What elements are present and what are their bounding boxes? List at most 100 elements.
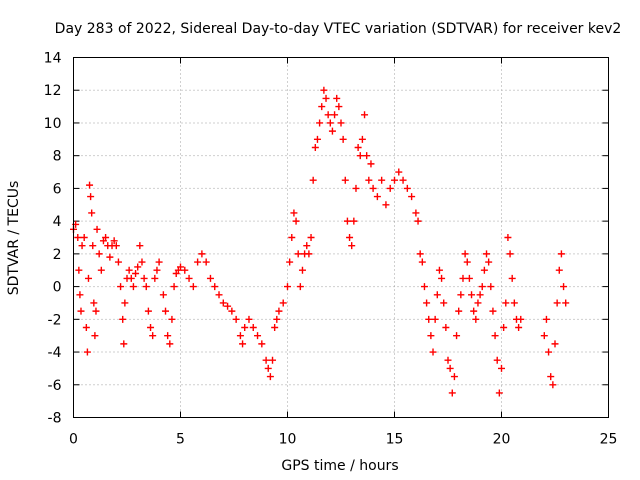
data-point	[76, 291, 84, 299]
x-tick-label: 5	[176, 432, 185, 448]
data-point	[206, 274, 214, 282]
y-tick-label: 12	[44, 83, 62, 99]
axis-ticks	[73, 57, 609, 418]
data-point	[147, 324, 155, 331]
data-point	[468, 291, 476, 299]
data-point	[92, 307, 100, 315]
data-point	[102, 234, 110, 241]
plot-frame	[73, 57, 609, 418]
data-point	[562, 299, 570, 307]
data-point	[498, 364, 505, 372]
y-tick-labels: -8 -6 -4 -2 0 2 4 6 8 10 12 14	[44, 51, 62, 427]
data-point	[476, 291, 484, 299]
data-point	[75, 266, 83, 274]
data-point	[91, 332, 99, 340]
data-point	[506, 250, 514, 258]
data-point	[127, 274, 135, 282]
data-point	[549, 381, 557, 389]
data-point	[266, 373, 274, 381]
data-point	[110, 237, 118, 245]
data-point	[448, 389, 456, 397]
data-point	[275, 307, 283, 315]
data-point	[453, 332, 461, 340]
data-point	[228, 307, 236, 315]
y-tick-label: 4	[53, 214, 62, 230]
data-point	[361, 111, 369, 119]
data-point	[189, 283, 197, 291]
data-point	[341, 176, 349, 184]
data-point	[88, 209, 96, 217]
data-point	[478, 283, 486, 291]
data-point	[399, 176, 407, 184]
data-point	[457, 291, 465, 299]
data-point	[284, 283, 291, 291]
data-point	[442, 324, 450, 331]
data-point	[358, 135, 366, 143]
data-point	[412, 209, 420, 217]
data-point	[487, 283, 495, 291]
data-point	[232, 315, 240, 323]
data-point	[367, 160, 375, 168]
x-axis-label: GPS time / hours	[281, 458, 398, 474]
data-point	[241, 324, 249, 331]
data-point	[136, 242, 144, 250]
data-point	[551, 340, 559, 348]
data-point	[313, 135, 321, 143]
data-point	[292, 217, 300, 225]
data-point	[369, 184, 377, 192]
x-tick-label: 15	[386, 432, 404, 448]
data-point	[211, 283, 219, 291]
data-point	[508, 274, 516, 282]
x-tick-labels: 0 5 10 15 20 25	[69, 432, 617, 448]
data-point	[363, 152, 371, 160]
data-point	[239, 340, 247, 348]
y-tick-label: 0	[53, 280, 62, 296]
y-tick-label: -6	[48, 378, 62, 394]
data-point	[416, 250, 424, 258]
data-point	[185, 274, 193, 282]
data-point	[89, 242, 97, 250]
data-point	[254, 332, 262, 340]
data-point	[153, 266, 161, 274]
data-point	[121, 299, 129, 307]
data-point	[258, 340, 266, 348]
data-point	[337, 119, 345, 127]
data-point	[431, 315, 439, 323]
data-points	[70, 86, 570, 397]
data-point	[495, 389, 503, 397]
data-point	[93, 225, 101, 233]
data-point	[294, 250, 302, 258]
data-point	[119, 315, 127, 323]
data-point	[420, 283, 428, 291]
data-point	[194, 258, 202, 266]
data-point	[90, 299, 98, 307]
data-point	[465, 274, 473, 282]
data-point	[378, 176, 386, 184]
data-point	[517, 315, 525, 323]
data-point	[474, 299, 482, 307]
data-point	[236, 332, 244, 340]
data-point	[303, 242, 311, 250]
data-point	[356, 152, 364, 160]
data-point	[262, 356, 270, 364]
data-point	[480, 266, 488, 274]
data-point	[429, 348, 437, 356]
data-point	[286, 258, 294, 266]
data-point	[159, 291, 167, 299]
data-point	[162, 307, 170, 315]
data-point	[144, 307, 152, 315]
y-tick-label: -2	[48, 312, 62, 328]
data-point	[373, 193, 381, 201]
data-point	[120, 340, 128, 348]
data-point	[273, 315, 281, 323]
data-point	[335, 103, 343, 111]
data-point	[134, 263, 142, 271]
data-point	[202, 258, 210, 266]
data-point	[296, 283, 304, 291]
data-point	[515, 324, 523, 331]
chart-title: Day 283 of 2022, Sidereal Day-to-day VTE…	[55, 21, 622, 37]
data-point	[74, 234, 82, 241]
data-point	[350, 217, 358, 225]
data-point	[290, 209, 298, 217]
data-point	[446, 364, 454, 372]
